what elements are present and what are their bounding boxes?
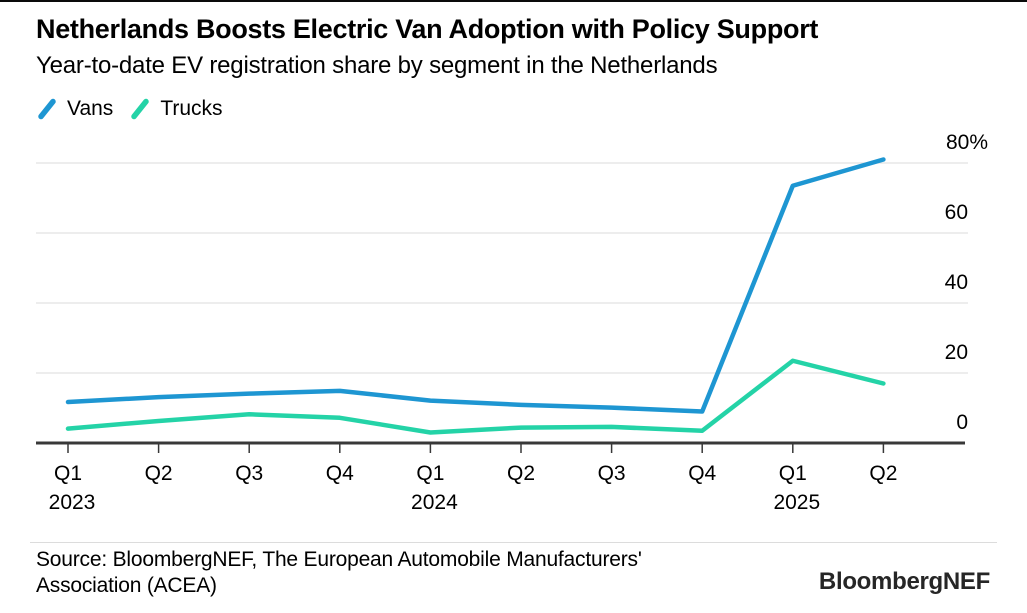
x-tick-label: Q1 xyxy=(779,462,807,485)
x-tick-label: Q3 xyxy=(598,462,626,485)
x-tick-label: Q2 xyxy=(145,462,173,485)
chart-title: Netherlands Boosts Electric Van Adoption… xyxy=(36,14,819,44)
year-label: 2024 xyxy=(411,491,458,514)
legend-label-trucks: Trucks xyxy=(160,97,223,120)
y-tick-label: 20 xyxy=(945,341,968,364)
year-label: 2023 xyxy=(49,491,96,514)
bloombergnef-logo: BloombergNEF xyxy=(818,568,990,595)
legend-item-vans: Vans xyxy=(36,97,113,121)
vans-line xyxy=(65,157,886,414)
year-label: 2025 xyxy=(773,491,820,514)
chart-subtitle: Year-to-date EV registration share by se… xyxy=(36,52,718,79)
image-top-border xyxy=(0,0,1027,2)
vans-line-slash-icon xyxy=(38,98,56,120)
source-note-line2: Association (ACEA) xyxy=(36,574,217,597)
y-tick-label: 80% xyxy=(946,131,988,154)
trucks-line-slash-icon xyxy=(131,98,150,120)
x-tick-label: Q2 xyxy=(507,462,535,485)
legend-item-trucks: Trucks xyxy=(129,97,223,121)
x-tick-label: Q1 xyxy=(416,462,444,485)
y-tick-label: 60 xyxy=(945,201,968,224)
footer-divider xyxy=(30,542,997,543)
x-tick-label: Q4 xyxy=(688,462,716,485)
x-tick-label: Q4 xyxy=(326,462,354,485)
legend-label-vans: Vans xyxy=(67,97,114,120)
y-tick-label: 40 xyxy=(945,271,968,294)
x-tick-label: Q2 xyxy=(869,462,897,485)
source-note-line1: Source: BloombergNEF, The European Autom… xyxy=(36,548,642,571)
legend: Vans Trucks xyxy=(36,97,223,121)
trucks-line xyxy=(65,358,886,435)
x-tick-label: Q3 xyxy=(235,462,263,485)
y-tick-label: 0 xyxy=(956,411,968,434)
x-tick-label: Q1 xyxy=(54,462,82,485)
